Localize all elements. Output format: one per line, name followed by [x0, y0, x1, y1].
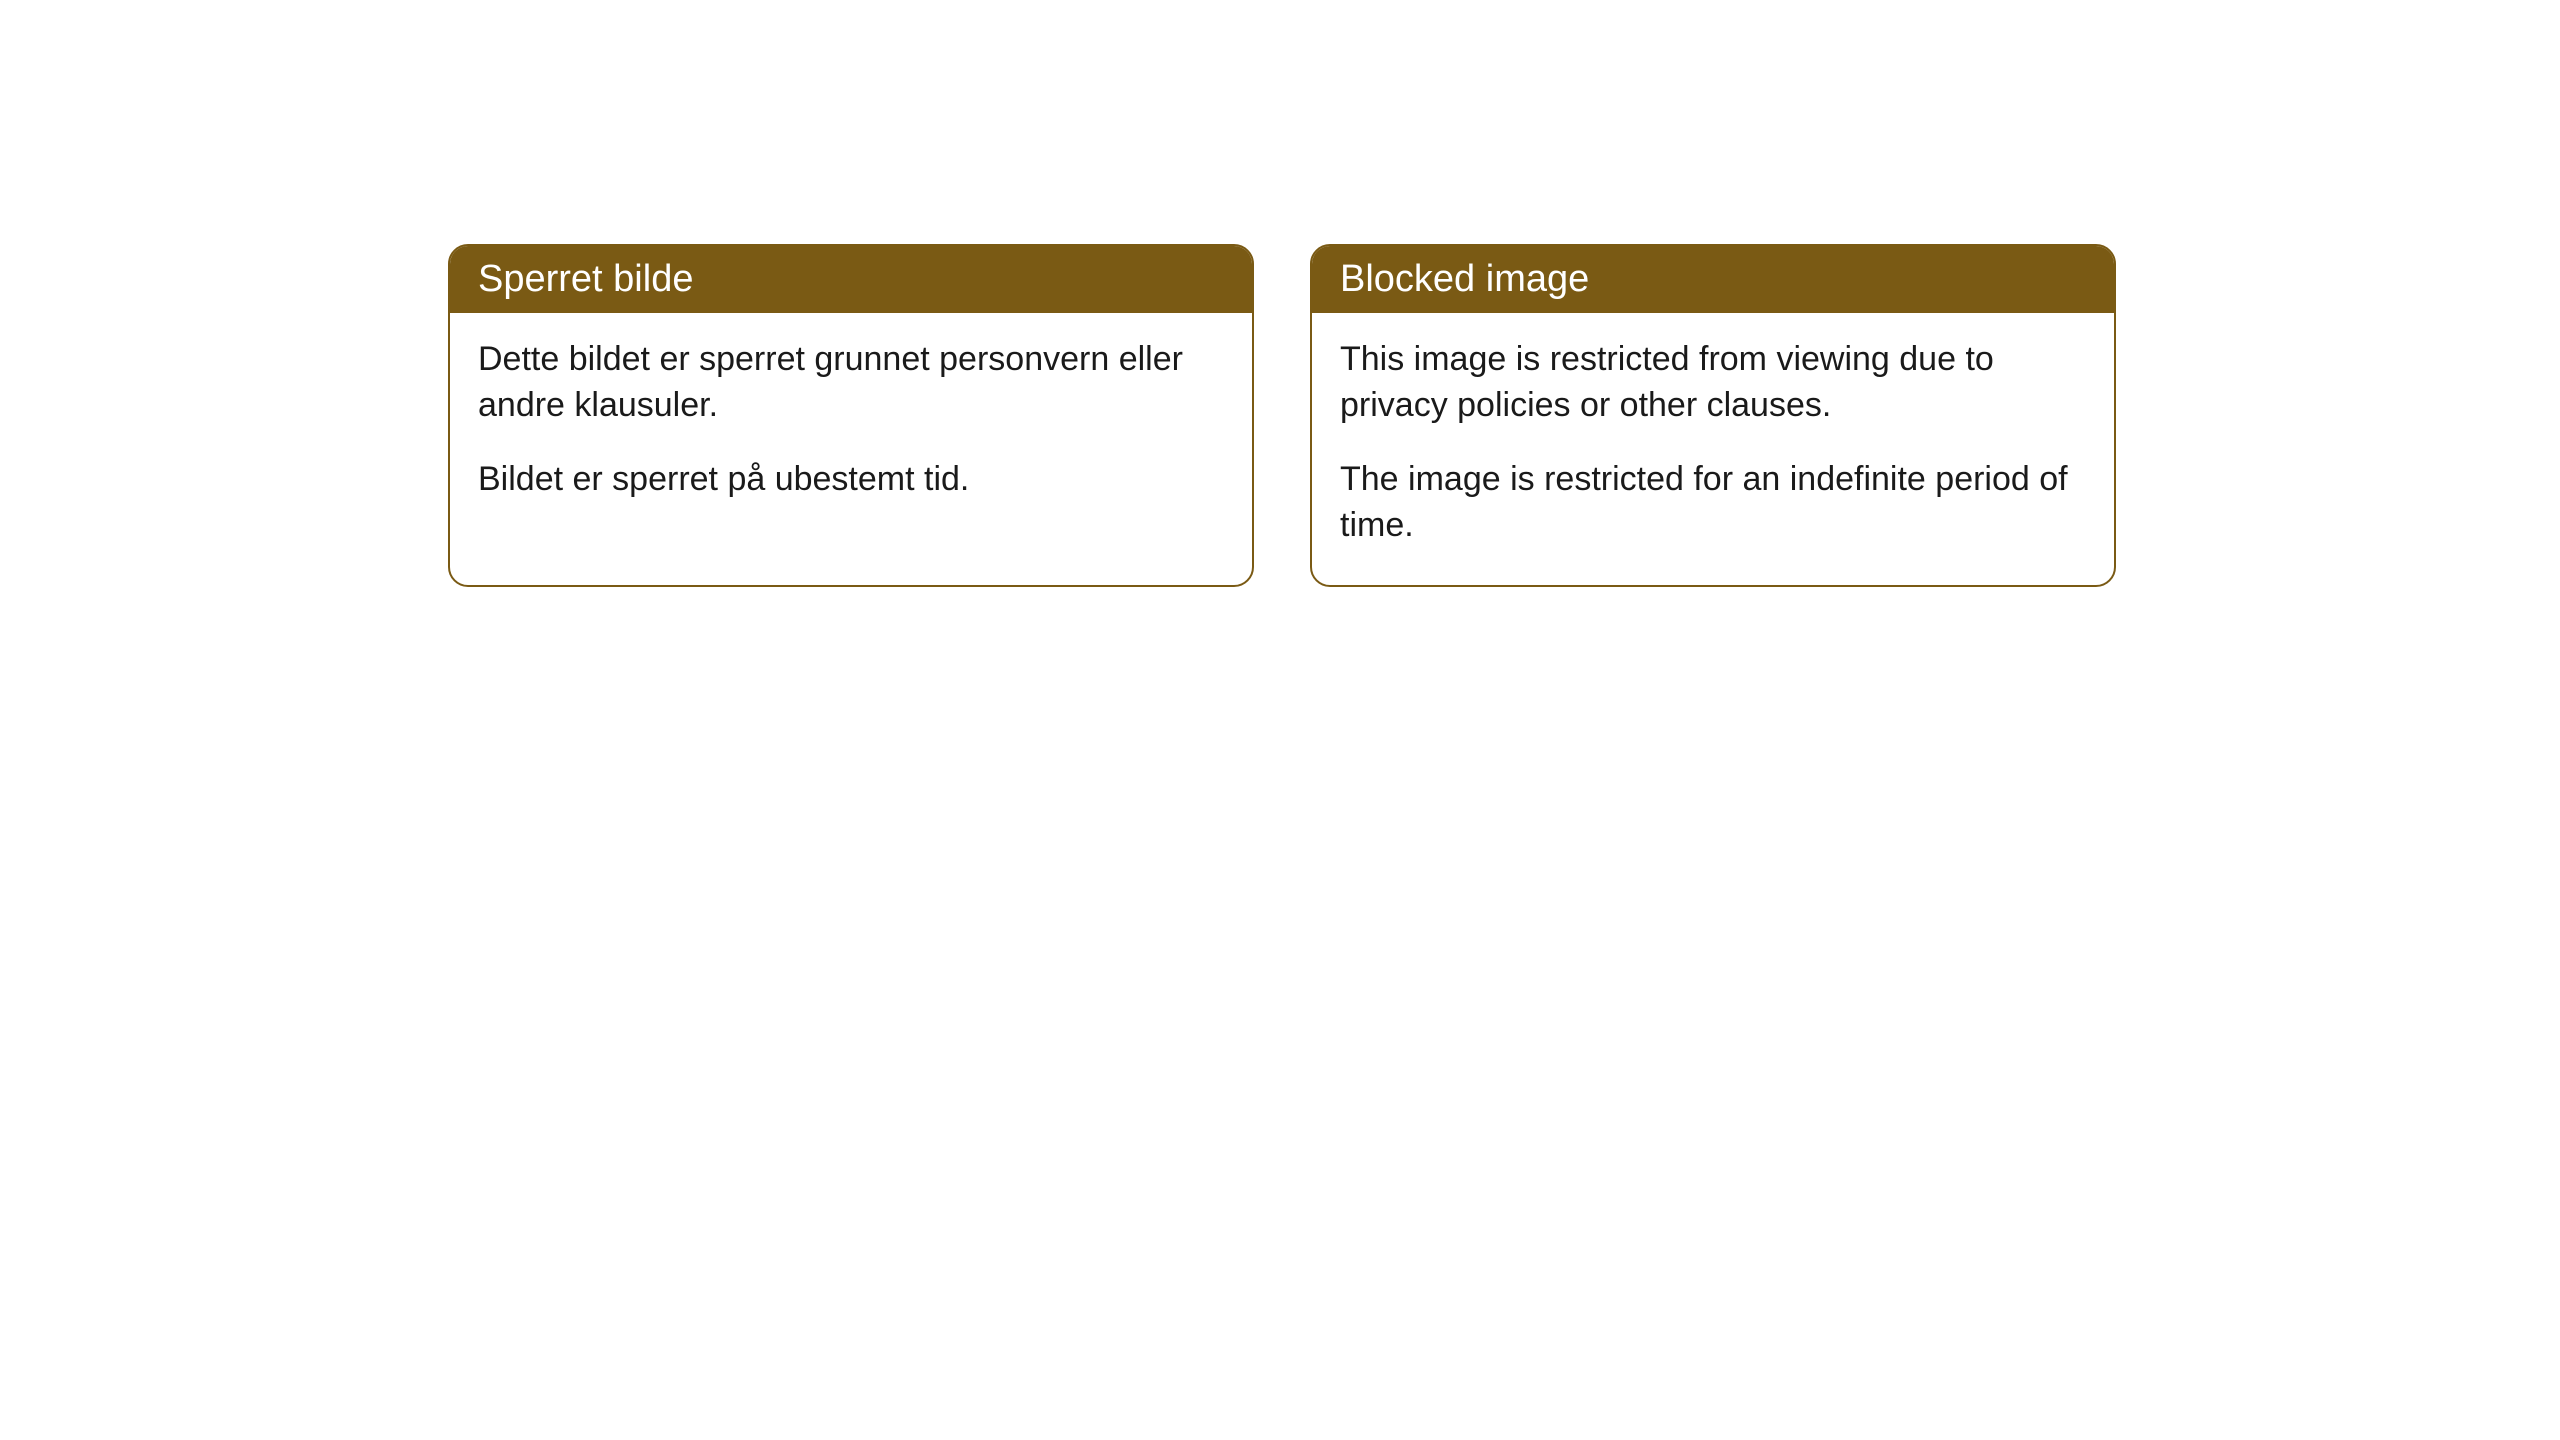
card-paragraph-2-en: The image is restricted for an indefinit… [1340, 457, 2086, 549]
card-paragraph-1-no: Dette bildet er sperret grunnet personve… [478, 337, 1224, 429]
blocked-image-card-en: Blocked image This image is restricted f… [1310, 244, 2116, 587]
card-header-no: Sperret bilde [450, 246, 1252, 313]
card-body-no: Dette bildet er sperret grunnet personve… [450, 313, 1252, 539]
card-header-en: Blocked image [1312, 246, 2114, 313]
card-paragraph-2-no: Bildet er sperret på ubestemt tid. [478, 457, 1224, 503]
cards-container: Sperret bilde Dette bildet er sperret gr… [448, 244, 2116, 587]
blocked-image-card-no: Sperret bilde Dette bildet er sperret gr… [448, 244, 1254, 587]
card-paragraph-1-en: This image is restricted from viewing du… [1340, 337, 2086, 429]
card-body-en: This image is restricted from viewing du… [1312, 313, 2114, 585]
